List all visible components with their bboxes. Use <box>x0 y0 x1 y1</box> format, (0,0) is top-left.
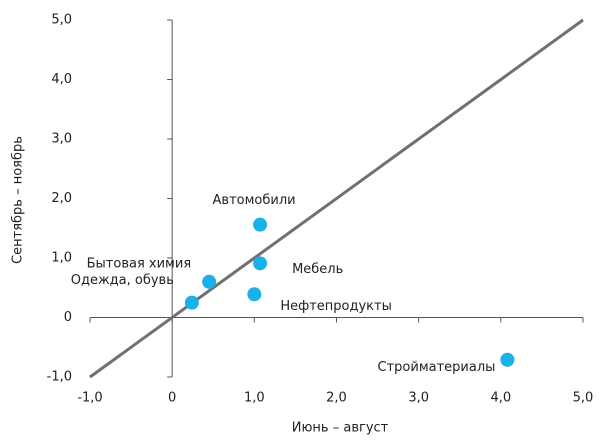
point-label: Автомобили <box>213 193 296 208</box>
point-label: Нефтепродукты <box>280 299 392 314</box>
y-tick-label: -1,0 <box>47 370 72 385</box>
point <box>247 287 262 302</box>
x-tick-label: 2,0 <box>326 391 347 406</box>
point <box>253 217 268 232</box>
y-axis-title: Сентябрь – ноябрь <box>11 136 26 264</box>
point <box>253 256 268 271</box>
point-label: Мебель <box>292 262 343 277</box>
x-tick-label: 5,0 <box>573 391 594 406</box>
y-tick-label: 0 <box>64 310 72 325</box>
x-tick-label: 4,0 <box>490 391 511 406</box>
point-label: Стройматериалы <box>378 360 496 375</box>
point-label: Одежда, обувь <box>71 273 174 288</box>
x-axis-title: Июнь – август <box>292 421 389 436</box>
x-tick-label: 1,0 <box>244 391 265 406</box>
point <box>500 352 515 367</box>
y-tick-label: 5,0 <box>51 13 72 28</box>
point <box>202 274 217 289</box>
x-tick-label: 3,0 <box>408 391 429 406</box>
y-tick-label: 2,0 <box>51 191 72 206</box>
y-tick-label: 1,0 <box>51 251 72 266</box>
y-tick-label: 3,0 <box>51 132 72 147</box>
x-tick-label: 0 <box>168 391 176 406</box>
diagonal-line <box>89 18 584 379</box>
point-label: Бытовая химия <box>87 256 192 271</box>
y-tick-label: 4,0 <box>51 72 72 87</box>
point <box>184 295 199 310</box>
x-tick-label: -1,0 <box>77 391 102 406</box>
